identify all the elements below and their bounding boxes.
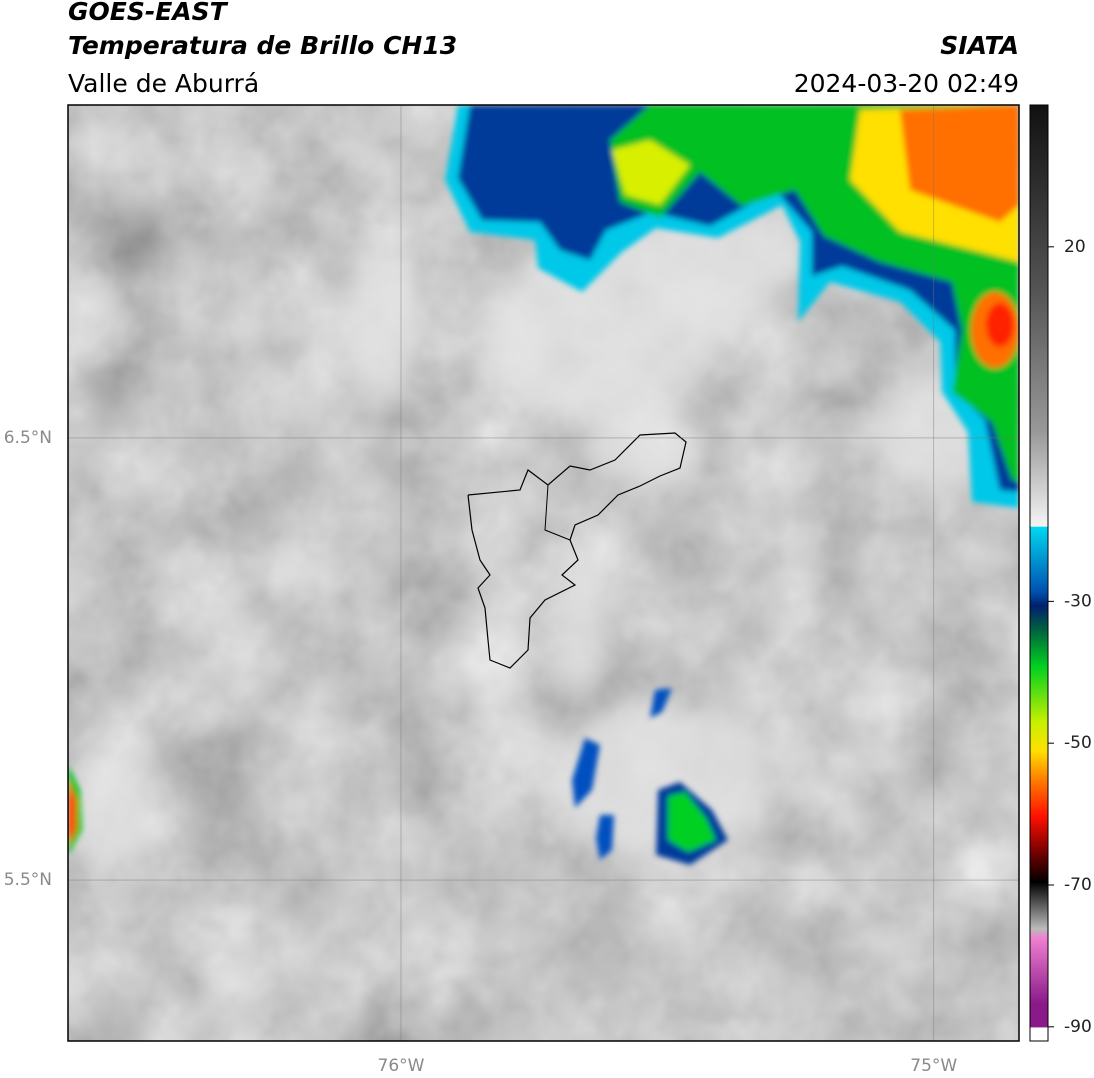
colorbar-tick-label: -50 <box>1064 733 1092 753</box>
y-tick-label: 5.5°N <box>4 870 52 890</box>
region: Valle de Aburrá <box>68 69 259 98</box>
title: GOES-EAST <box>68 0 229 26</box>
colorbar-tick-label: -30 <box>1064 591 1092 611</box>
cold-tops <box>68 105 1019 865</box>
colorbar-tick-label: -70 <box>1064 875 1092 895</box>
y-tick-label: 6.5°N <box>4 428 52 448</box>
map-image <box>68 105 1019 1041</box>
municipal-boundaries <box>467 432 687 669</box>
colorbar-tick-label: 20 <box>1064 237 1086 257</box>
x-tick-label: 76°W <box>378 1056 425 1076</box>
colorbar-tick-label: -90 <box>1064 1017 1092 1037</box>
x-tick-label: 75°W <box>910 1056 957 1076</box>
colorbar <box>1029 104 1049 1042</box>
source: SIATA <box>940 31 1019 60</box>
datetime: 2024-03-20 02:49 <box>794 69 1019 98</box>
grid <box>68 105 1019 1041</box>
municipal-boundaries <box>544 484 571 541</box>
subtitle: Temperatura de Brillo CH13 <box>68 31 457 60</box>
map-frame <box>67 104 1020 1042</box>
